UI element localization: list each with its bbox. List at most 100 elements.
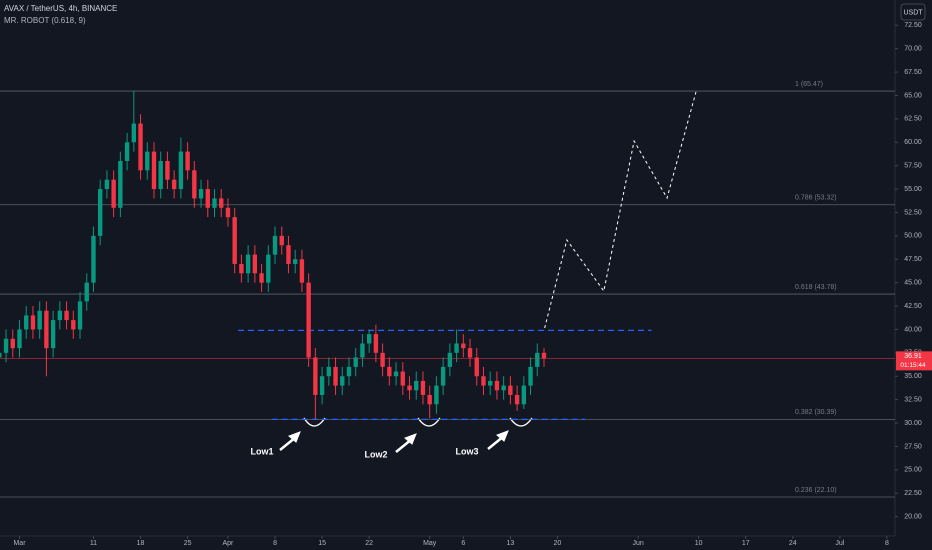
candle-body (71, 320, 76, 330)
candle-body (447, 352, 453, 367)
y-tick-label: 67.50 (904, 69, 922, 76)
currency-box[interactable] (900, 3, 926, 21)
y-tick-label: 57.50 (904, 163, 922, 170)
y-tick-label: 22.50 (904, 490, 922, 497)
candle-body (138, 123, 143, 171)
y-tick-label: 30.00 (904, 420, 922, 427)
fib-label: 0.382 (30.39) (795, 409, 837, 416)
candle-body (440, 366, 446, 386)
candle-body (319, 376, 325, 395)
candle-body (10, 338, 15, 349)
candle-body (333, 366, 338, 386)
candle-body (541, 352, 547, 359)
low-label: Low3 (455, 446, 478, 456)
price-tag-value: 36.91 (904, 353, 922, 360)
candle-body (353, 357, 358, 367)
candle-body (91, 235, 96, 283)
candle-body (501, 385, 506, 391)
candle-body (131, 123, 136, 143)
y-tick-label: 70.00 (904, 46, 922, 53)
y-tick-label: 47.50 (904, 256, 922, 263)
x-tick-label: 22 (365, 540, 373, 547)
indicator-name: MR. ROBOT (0.618, 9) (4, 16, 86, 25)
candle-body (481, 376, 486, 386)
candle-body (414, 380, 419, 391)
low-arc (509, 417, 533, 427)
candle-body (145, 151, 150, 171)
y-tick-label: 27.50 (904, 443, 922, 450)
candle-body (407, 385, 412, 391)
candle-body (98, 189, 103, 236)
candle-body (232, 217, 237, 264)
x-tick-label: Apr (222, 540, 234, 547)
candle-body (198, 189, 204, 199)
candle-body (30, 315, 36, 330)
fib-label: 0.786 (53.32) (795, 195, 837, 202)
candle-body (44, 310, 49, 349)
candle-body (454, 343, 459, 353)
candle-body (373, 334, 379, 353)
candle-body (17, 329, 22, 349)
candle-body (313, 357, 318, 395)
candle-body (272, 235, 278, 255)
candle-body (474, 357, 479, 377)
candle-body (266, 254, 271, 283)
x-tick-label: May (423, 540, 437, 547)
candle-body (239, 263, 244, 274)
projection-path (544, 91, 697, 329)
y-tick-label: 35.00 (904, 373, 922, 380)
chart-title: AVAX / TetherUS, 4h, BINANCE (4, 4, 117, 13)
candle-body (380, 352, 385, 367)
candles (0, 90, 547, 420)
candle-body (212, 198, 217, 208)
arrows (279, 430, 509, 453)
candle-body (252, 254, 258, 274)
candle-body (535, 352, 540, 367)
x-tick-label: 20 (554, 540, 562, 547)
candle-body (57, 310, 63, 321)
candle-body (387, 366, 392, 377)
y-tick-label: 50.00 (904, 233, 922, 240)
arrow-head (496, 430, 509, 442)
candle-body (185, 151, 190, 171)
currency: USDT (903, 9, 923, 16)
candle-body (400, 371, 405, 386)
x-tick-label: 11 (90, 540, 97, 547)
x-tick-label: 25 (184, 540, 192, 547)
candle-body (488, 380, 493, 386)
x-tick-label: 24 (789, 540, 797, 547)
candle-body (0, 352, 2, 358)
candle-body (293, 259, 298, 264)
candle-body (508, 385, 513, 395)
x-tick-label: 8 (885, 540, 889, 547)
candle-body (165, 160, 170, 180)
candle-body (346, 366, 352, 377)
fib-label: 1 (65.47) (795, 81, 823, 88)
low-label: Low1 (250, 446, 273, 456)
candle-body (104, 179, 110, 190)
candle-body (171, 179, 177, 190)
x-tick-label: Mar (13, 540, 26, 547)
low-arc (303, 417, 326, 427)
candle-body (467, 348, 473, 358)
low-arc (417, 417, 441, 427)
y-tick-label: 60.00 (904, 139, 922, 146)
candle-body (225, 207, 231, 218)
x-tick-label: 8 (273, 540, 277, 547)
candle-body (158, 160, 163, 190)
candle-body (299, 259, 305, 283)
y-tick-label: 72.50 (904, 22, 922, 29)
low-label: Low2 (364, 449, 387, 459)
candle-body (37, 310, 42, 330)
y-tick-label: 45.00 (904, 279, 922, 286)
y-tick-label: 65.00 (904, 92, 922, 99)
candle-body (64, 310, 69, 321)
x-tick-label: 13 (506, 540, 514, 547)
y-tick-label: 55.00 (904, 186, 922, 193)
candle-body (219, 198, 224, 208)
x-tick-label: 6 (461, 540, 465, 547)
candle-body (420, 380, 426, 395)
candle-body (118, 160, 123, 208)
